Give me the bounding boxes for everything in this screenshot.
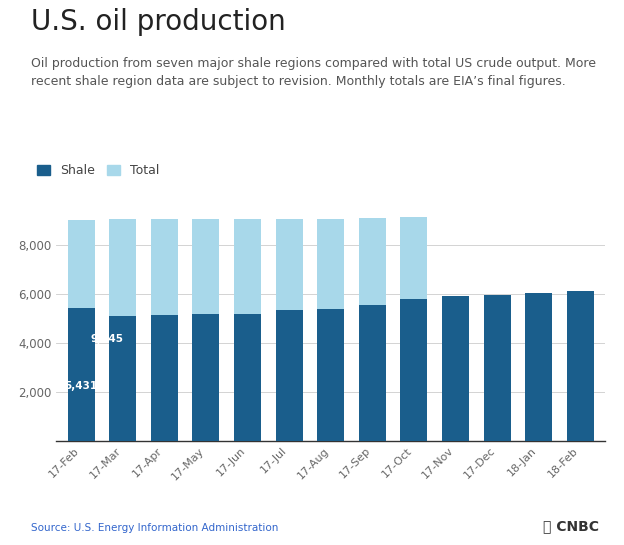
Bar	[276, 219, 303, 441]
Bar	[359, 305, 386, 441]
Bar	[151, 219, 178, 441]
Bar	[234, 314, 261, 441]
Bar	[109, 220, 136, 441]
Text: U.S. oil production: U.S. oil production	[31, 8, 286, 36]
Bar	[567, 291, 594, 441]
Bar	[401, 299, 427, 441]
Bar	[192, 314, 220, 441]
Bar	[401, 217, 427, 441]
Bar	[109, 317, 136, 441]
Bar	[525, 293, 552, 441]
Text: 5,431: 5,431	[64, 380, 97, 391]
Text: 9,045: 9,045	[90, 335, 124, 344]
Bar	[192, 219, 220, 441]
Bar	[359, 218, 386, 441]
Bar	[276, 311, 303, 441]
Bar	[317, 219, 344, 441]
Bar	[67, 220, 95, 441]
Bar	[317, 309, 344, 441]
Legend: Shale, Total: Shale, Total	[37, 164, 159, 177]
Text: 🍀 CNBC: 🍀 CNBC	[543, 519, 599, 533]
Bar	[442, 296, 469, 441]
Text: Source: U.S. Energy Information Administration: Source: U.S. Energy Information Administ…	[31, 523, 278, 533]
Bar	[484, 295, 510, 441]
Text: Oil production from seven major shale regions compared with total US crude outpu: Oil production from seven major shale re…	[31, 57, 596, 88]
Bar	[234, 220, 261, 441]
Bar	[67, 308, 95, 441]
Bar	[151, 315, 178, 441]
